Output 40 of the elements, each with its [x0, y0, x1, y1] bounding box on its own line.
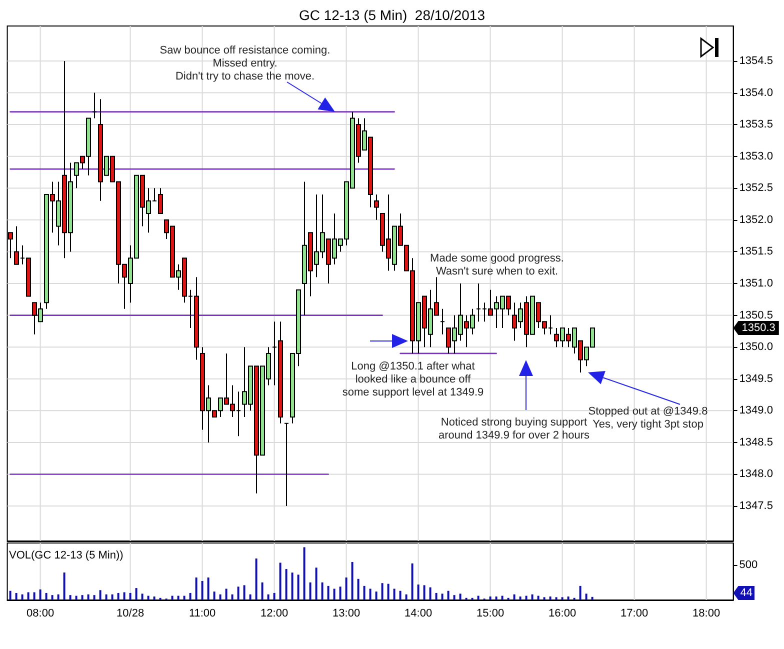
x-tick-label: 10/28 [116, 608, 144, 620]
candlestick [476, 283, 481, 322]
x-tick-label: 17:00 [620, 608, 648, 620]
y-tick-label: 1348.0 [739, 468, 773, 480]
y-tick-label: 1349.5 [739, 372, 773, 385]
x-tick-label: 14:00 [404, 608, 432, 620]
candlestick [440, 308, 445, 335]
y-tick-label: 1349.0 [739, 404, 773, 417]
y-tick-label: 1353.5 [739, 118, 773, 131]
x-tick-label: 15:00 [476, 608, 504, 620]
annotation: Made some good progress. Wasn't sure when to exit. [430, 252, 564, 278]
y-tick-label: 1351.0 [739, 278, 773, 290]
x-tick-label: 18:00 [692, 608, 720, 620]
candlestick [374, 194, 379, 220]
chart-title: GC 12-13 (5 Min) 28/10/2013 [299, 7, 486, 23]
annotation: Stopped out at @1349.8 Yes, very tight 3pt stop [588, 406, 708, 430]
candlestick [284, 422, 289, 507]
y2-tick-label: 500 [739, 558, 758, 571]
x-tick-label: 13:00 [332, 608, 360, 620]
x-tick-label: 12:00 [260, 608, 288, 620]
y-tick-label: 1354.0 [739, 86, 773, 99]
text: 1350.3 [742, 322, 776, 334]
y-tick-label: 1350.0 [739, 341, 773, 354]
y-tick-label: 1351.5 [739, 246, 773, 258]
x-tick-label: 16:00 [548, 608, 576, 620]
y-tick-label: 1348.5 [739, 436, 773, 448]
text: VOL(GC 12-13 (5 Min)) [9, 550, 124, 562]
y-tick-label: 1352.5 [739, 182, 773, 194]
text: 44 [740, 587, 753, 599]
y-tick-label: 1354.5 [739, 54, 773, 67]
y-tick-label: 1352.0 [739, 214, 773, 226]
y-tick-label: 1350.5 [739, 309, 773, 322]
y-tick-label: 1347.5 [739, 500, 773, 512]
candlestick [92, 92, 97, 119]
annotation: Noticed strong buying support around 1349.9 for over 2 hours [438, 416, 590, 442]
annotation: Long @1350.1 after what looked like a bounce off some support level at 1349.9 [342, 360, 484, 398]
x-tick-label: 08:00 [26, 608, 54, 620]
x-tick-label: 11:00 [188, 608, 216, 620]
annotation: Saw bounce off resistance coming. Missed entry. Didn't try to chase the move. [160, 44, 330, 82]
y-tick-label: 1353.0 [739, 150, 773, 162]
